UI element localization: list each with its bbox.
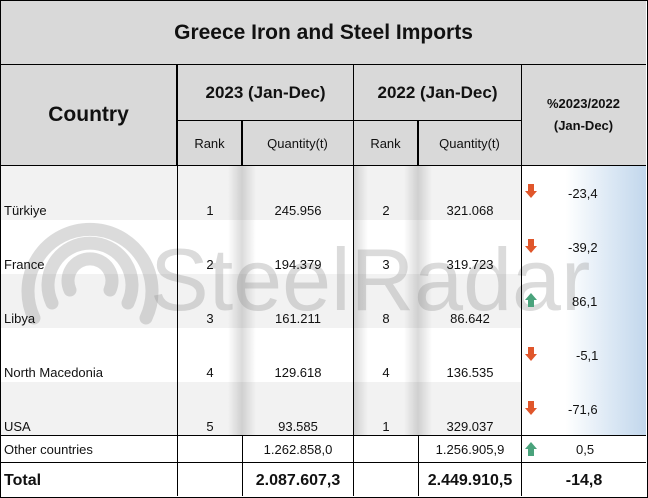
row-quantity-2023: 93.585 <box>278 418 318 434</box>
header-country: Country <box>1 65 177 165</box>
row-quantity-2023: 129.618 <box>274 364 322 380</box>
total-label: Total <box>4 472 42 489</box>
row-country: France <box>4 256 45 272</box>
header-2023: 2023 (Jan-Dec) <box>178 65 354 121</box>
row-rank-2022: 4 <box>382 364 390 380</box>
percent-column-gradient <box>522 166 646 435</box>
row-rank-2022: 8 <box>382 310 390 326</box>
row-country: Libya <box>4 310 36 326</box>
gridline <box>1 64 646 65</box>
row-quantity-2022: 329.037 <box>446 418 494 434</box>
gridline <box>418 435 419 496</box>
gridline <box>177 64 178 496</box>
column-shade <box>354 166 368 435</box>
row-country: Türkiye <box>4 202 47 218</box>
row-percent-change: -23,4 <box>568 185 598 201</box>
total-quantity-2023: 2.087.607,3 <box>255 472 341 489</box>
row-rank-2022: 1 <box>382 418 390 434</box>
row-rank-2023: 1 <box>206 202 214 218</box>
arrow-up-icon <box>525 442 537 456</box>
row-rank-2023: 4 <box>206 364 214 380</box>
header-percent-line1: %2023/2022 <box>546 96 620 111</box>
row-band <box>1 382 521 436</box>
row-rank-2022: 3 <box>382 256 390 272</box>
column-shade <box>242 166 256 435</box>
row-rank-2023: 5 <box>206 418 214 434</box>
gridline <box>521 64 522 496</box>
row-quantity-2023: 161.211 <box>274 310 322 326</box>
other-quantity-2023: 1.262.858,0 <box>263 441 333 457</box>
total-quantity-2022: 2.449.910,5 <box>427 472 513 489</box>
row-rank-2023: 3 <box>206 310 214 326</box>
gridline <box>1 165 646 166</box>
gridline <box>1 462 646 463</box>
row-country: USA <box>4 418 31 434</box>
arrow-down-icon <box>525 347 537 361</box>
column-shade <box>404 166 418 435</box>
row-band <box>1 166 521 220</box>
row-rank-2022: 2 <box>382 202 390 218</box>
header-percent-line2: (Jan-Dec) <box>553 118 614 133</box>
row-country: North Macedonia <box>4 364 103 380</box>
row-percent-change: -5,1 <box>576 347 599 363</box>
row-band <box>1 274 521 328</box>
row-quantity-2023: 194.379 <box>274 256 322 272</box>
header-2022: 2022 (Jan-Dec) <box>354 65 522 121</box>
row-percent-change: -39,2 <box>568 239 598 255</box>
header-rank-2022: Rank <box>354 121 418 165</box>
row-quantity-2022: 321.068 <box>446 202 494 218</box>
other-percent-change: 0,5 <box>576 441 595 457</box>
row-quantity-2023: 245.956 <box>274 202 322 218</box>
gridline <box>1 435 646 436</box>
header-quantity-2023: Quantity(t) <box>242 121 354 165</box>
gridline <box>242 121 243 165</box>
row-percent-change: -71,6 <box>568 401 598 417</box>
arrow-down-icon <box>525 401 537 415</box>
other-quantity-2022: 1.256.905,9 <box>435 441 505 457</box>
gridline <box>418 121 419 165</box>
row-quantity-2022: 136.535 <box>446 364 494 380</box>
row-quantity-2022: 319.723 <box>446 256 494 272</box>
header-percent-change: %2023/2022 (Jan-Dec) <box>521 65 646 165</box>
column-shade <box>418 166 432 435</box>
table-title: Greece Iron and Steel Imports <box>1 1 646 65</box>
row-quantity-2022: 86.642 <box>450 310 490 326</box>
row-percent-change: 86,1 <box>572 293 598 309</box>
arrow-down-icon <box>525 184 537 198</box>
column-shade <box>228 166 242 435</box>
header-quantity-2022: Quantity(t) <box>418 121 522 165</box>
header-rank-2023: Rank <box>178 121 242 165</box>
gridline <box>353 64 354 496</box>
arrow-down-icon <box>525 239 537 253</box>
other-countries-label: Other countries <box>4 441 93 457</box>
gridline <box>242 435 243 496</box>
arrow-up-icon <box>525 293 537 307</box>
total-percent-change: -14,8 <box>565 472 603 489</box>
row-rank-2023: 2 <box>206 256 214 272</box>
